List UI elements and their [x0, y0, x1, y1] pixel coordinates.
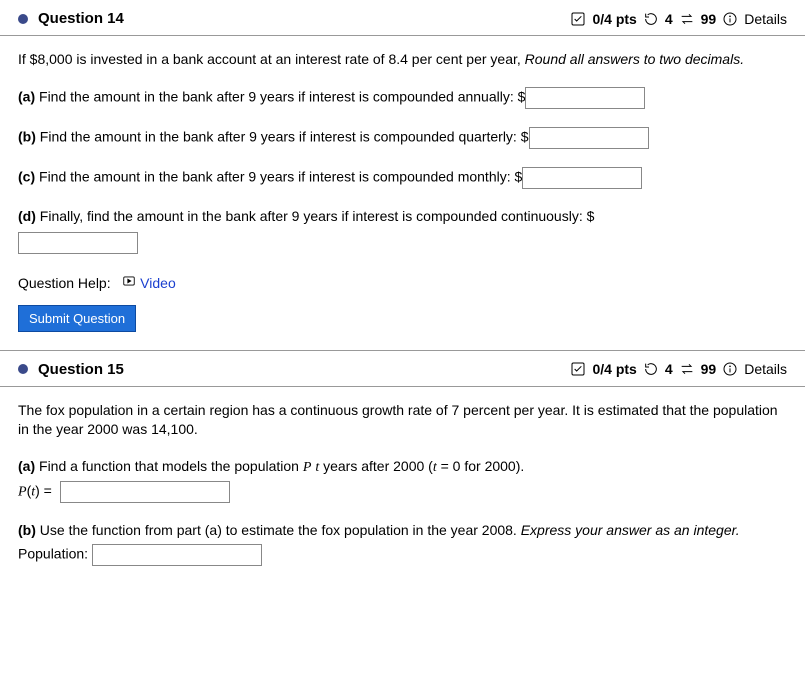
answer-input-c[interactable] [522, 167, 642, 189]
tries-text: 99 [701, 11, 717, 27]
bullet-icon [18, 14, 28, 24]
answer-input-d[interactable] [18, 232, 138, 254]
part-label: (c) [18, 169, 35, 185]
part-label: (b) [18, 522, 36, 538]
help-label: Question Help: [18, 275, 111, 291]
attempts-text: 4 [665, 11, 673, 27]
question-title: Question 14 [38, 10, 124, 27]
part-text: Find the amount in the bank after 9 year… [36, 129, 529, 145]
swap-icon [679, 361, 695, 377]
submit-button[interactable]: Submit Question [18, 305, 136, 332]
question-body: If $8,000 is invested in a bank account … [0, 36, 805, 350]
question-prompt: If $8,000 is invested in a bank account … [18, 50, 787, 69]
part-a: (a) Find a function that models the popu… [18, 457, 787, 478]
video-icon [122, 274, 136, 288]
points-text: 0/4 pts [592, 11, 636, 27]
part-b-input-row: Population: [18, 544, 787, 566]
part-text: Find a function that models the populati… [35, 458, 303, 474]
question-15: Question 15 0/4 pts 4 99 Details The fox… [0, 351, 805, 603]
question-body: The fox population in a certain region h… [0, 387, 805, 603]
question-header: Question 15 0/4 pts 4 99 Details [0, 351, 805, 387]
check-icon [570, 361, 586, 377]
info-icon [722, 11, 738, 27]
part-label: (d) [18, 208, 36, 224]
part-label: (a) [18, 89, 35, 105]
info-icon [722, 361, 738, 377]
tries-text: 99 [701, 361, 717, 377]
swap-icon [679, 11, 695, 27]
part-text: Find the amount in the bank after 9 year… [35, 89, 525, 105]
answer-input-a[interactable] [60, 481, 230, 503]
part-b: (b) Use the function from part (a) to es… [18, 521, 787, 540]
math-var: P [303, 460, 312, 475]
part-text: Finally, find the amount in the bank aft… [36, 208, 595, 224]
part-label: (b) [18, 129, 36, 145]
part-text: Find the amount in the bank after 9 year… [35, 169, 522, 185]
question-prompt: The fox population in a certain region h… [18, 401, 787, 439]
points-text: 0/4 pts [592, 361, 636, 377]
part-instruction: Express your answer as an integer. [521, 522, 740, 538]
bullet-icon [18, 364, 28, 374]
question-title: Question 15 [38, 361, 124, 378]
prompt-instruction: Round all answers to two decimals. [525, 51, 744, 67]
prompt-text: If $8,000 is invested in a bank account … [18, 51, 525, 67]
video-link[interactable]: Video [140, 275, 176, 291]
part-c: (c) Find the amount in the bank after 9 … [18, 167, 787, 189]
details-link[interactable]: Details [744, 11, 787, 27]
part-a-input-row: P(t) = [18, 481, 787, 503]
part-text: Use the function from part (a) to estima… [36, 522, 521, 538]
function-arg: t [31, 485, 35, 500]
part-d: (d) Finally, find the amount in the bank… [18, 207, 787, 254]
part-text: years after 2000 ( [319, 458, 433, 474]
answer-input-b[interactable] [529, 127, 649, 149]
answer-input-a[interactable] [525, 87, 645, 109]
part-b: (b) Find the amount in the bank after 9 … [18, 127, 787, 149]
function-prefix: P [18, 485, 27, 500]
part-text: = 0 for 2000). [437, 458, 525, 474]
help-row: Question Help: Video [18, 274, 787, 291]
check-icon [570, 11, 586, 27]
header-meta: 0/4 pts 4 99 Details [570, 11, 787, 27]
answer-input-b[interactable] [92, 544, 262, 566]
attempts-text: 4 [665, 361, 673, 377]
question-14: Question 14 0/4 pts 4 99 Details If $8,0… [0, 0, 805, 351]
header-meta: 0/4 pts 4 99 Details [570, 361, 787, 377]
part-a: (a) Find the amount in the bank after 9 … [18, 87, 787, 109]
details-link[interactable]: Details [744, 361, 787, 377]
question-header: Question 14 0/4 pts 4 99 Details [0, 0, 805, 36]
population-prefix: Population: [18, 546, 92, 562]
retry-icon [643, 11, 659, 27]
part-label: (a) [18, 458, 35, 474]
retry-icon [643, 361, 659, 377]
